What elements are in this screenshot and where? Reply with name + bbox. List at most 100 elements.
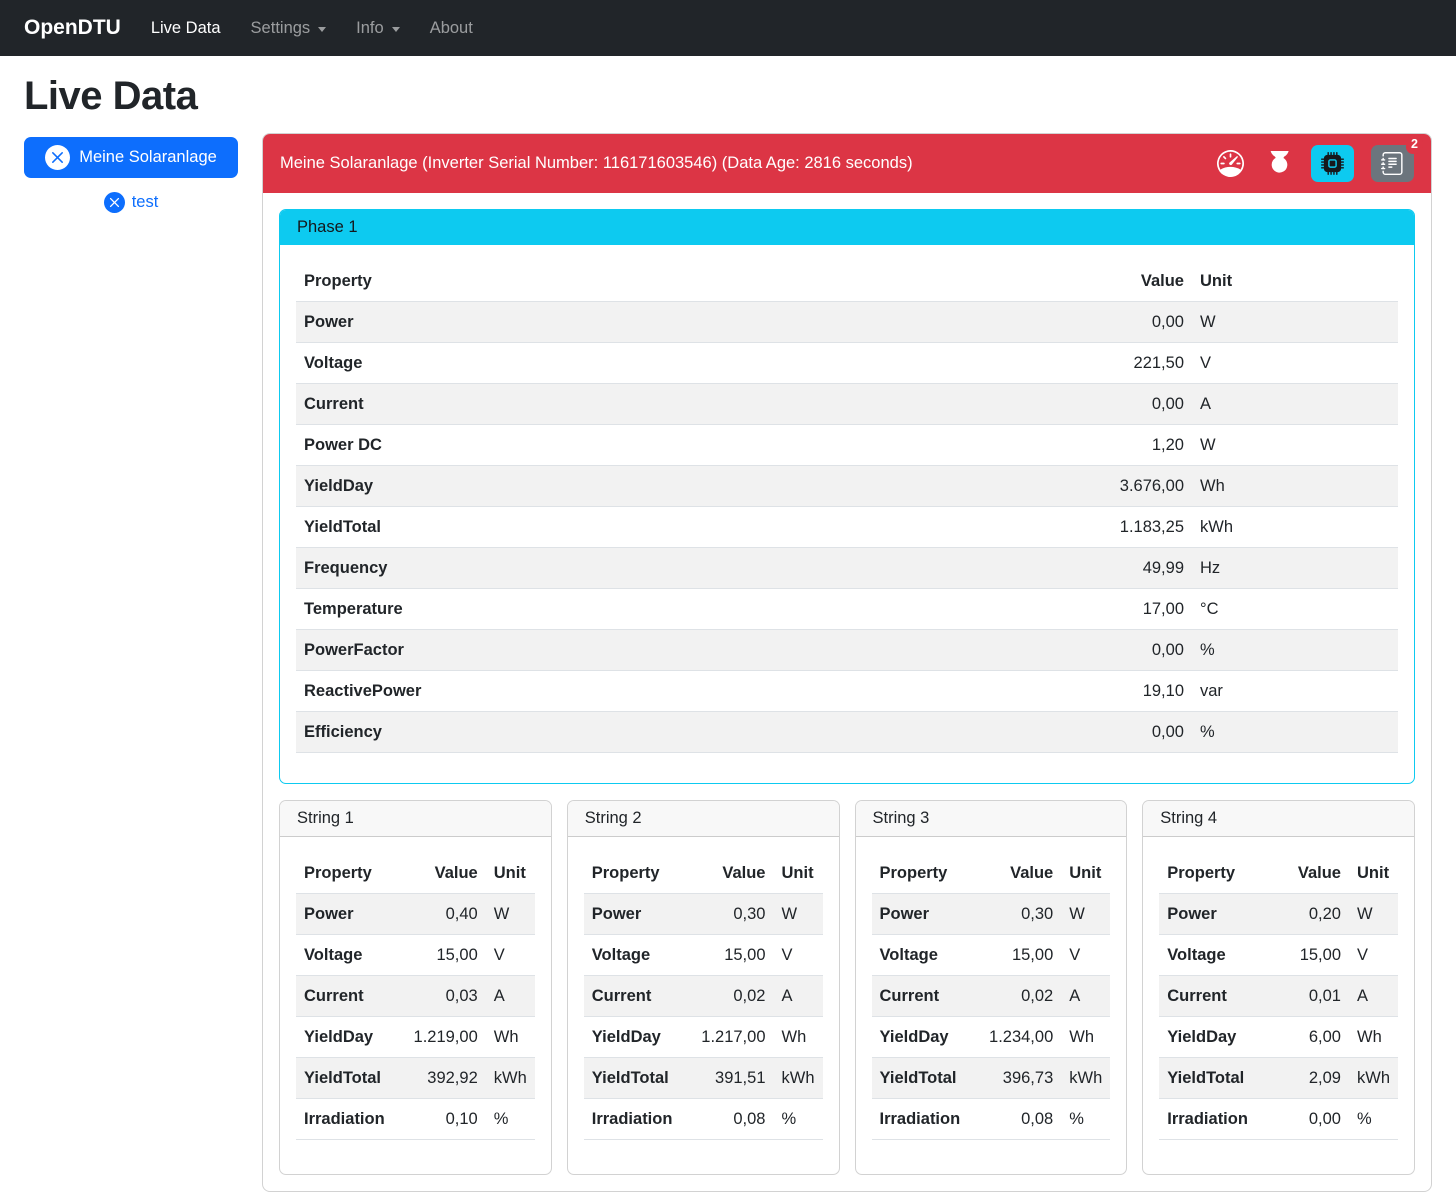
- nav-item-info[interactable]: Info: [356, 19, 400, 38]
- row-property: YieldDay: [871, 1016, 982, 1058]
- row-property: YieldDay: [583, 1016, 694, 1058]
- row-value: 0,00: [1060, 711, 1192, 753]
- x-circle-fill-icon: [45, 145, 71, 170]
- column-header-property: Property: [583, 853, 694, 894]
- row-unit: V: [1061, 934, 1111, 976]
- row-value: 0,30: [693, 893, 774, 935]
- row-value: 1.217,00: [693, 1016, 774, 1058]
- row-unit: Wh: [1349, 1016, 1398, 1058]
- table-header-row: Property Value Unit: [296, 261, 1398, 302]
- row-unit: %: [773, 1098, 823, 1140]
- string-card-title: String 1: [280, 801, 551, 837]
- table-row: YieldTotal 396,73 kWh: [871, 1057, 1111, 1099]
- event-count-badge: 2: [1406, 135, 1423, 154]
- string-card-title: String 2: [567, 801, 839, 837]
- row-value: 221,50: [1060, 342, 1192, 384]
- row-property: YieldTotal: [1159, 1057, 1269, 1099]
- row-value: 0,00: [1060, 301, 1192, 343]
- row-property: Current: [296, 383, 1060, 425]
- device-info-button[interactable]: [1311, 145, 1354, 182]
- table-header-row: Property Value Unit: [583, 853, 823, 894]
- table-row: YieldTotal 392,92 kWh: [296, 1057, 535, 1099]
- event-log-button[interactable]: 2: [1371, 135, 1423, 182]
- phase-card-title: Phase 1: [280, 210, 1414, 245]
- table-row: Current 0,02 A: [583, 975, 823, 1017]
- nav-item-label: Settings: [250, 18, 311, 37]
- table-row: YieldDay 3.676,00 Wh: [296, 465, 1398, 507]
- table-row: Power 0,40 W: [296, 893, 535, 935]
- limit-settings-button[interactable]: [1213, 146, 1248, 181]
- column-header-value: Value: [1060, 261, 1192, 302]
- table-row: YieldTotal 1.183,25 kWh: [296, 506, 1398, 548]
- row-property: Voltage: [296, 342, 1060, 384]
- row-value: 0,02: [981, 975, 1062, 1017]
- chevron-down-icon: [391, 26, 400, 32]
- table-row: Irradiation 0,08%: [583, 1098, 823, 1140]
- column-header-property: Property: [296, 853, 406, 894]
- row-value: 0,01: [1269, 975, 1349, 1017]
- table-row: Frequency 49,99 Hz: [296, 547, 1398, 589]
- main-panel: Meine Solaranlage (Inverter Serial Numbe…: [262, 133, 1432, 1192]
- row-value: 0,08: [981, 1098, 1062, 1140]
- nav-item-settings[interactable]: Settings: [251, 19, 327, 38]
- row-unit: V: [1192, 342, 1398, 384]
- table-header-row: Property Value Unit: [296, 853, 535, 894]
- row-property: Voltage: [296, 934, 406, 976]
- table-row: Power DC 1,20 W: [296, 424, 1398, 466]
- inverter-card: Meine Solaranlage (Inverter Serial Numbe…: [262, 133, 1432, 1192]
- row-value: 0,00: [1060, 629, 1192, 671]
- nav-item-label: Info: [356, 18, 384, 37]
- string-table-4: Property Value Unit Power 0,20 W Voltage 15,…: [1159, 853, 1398, 1140]
- row-property: YieldDay: [296, 1016, 406, 1058]
- column-header-property: Property: [871, 853, 982, 894]
- row-value: 0,03: [405, 975, 486, 1017]
- row-value: 3.676,00: [1060, 465, 1192, 507]
- row-property: YieldDay: [1159, 1016, 1269, 1058]
- table-row: Current 0,03 A: [296, 975, 535, 1017]
- nav-item-label: About: [429, 18, 473, 37]
- row-unit: kWh: [1061, 1057, 1111, 1099]
- row-property: Irradiation: [296, 1098, 406, 1140]
- table-row: Irradiation 0,08%: [871, 1098, 1111, 1140]
- table-row: YieldDay 1.234,00 Wh: [871, 1016, 1111, 1058]
- chevron-down-icon: [318, 26, 327, 32]
- row-value: 0,02: [693, 975, 774, 1017]
- inverter-select-button-meine-solaranlage[interactable]: Meine Solaranlage: [24, 137, 238, 178]
- row-unit: °C: [1192, 588, 1398, 630]
- row-value: 0,40: [405, 893, 486, 935]
- row-property: Voltage: [583, 934, 694, 976]
- row-property: Irradiation: [871, 1098, 982, 1140]
- column-header-unit: Unit: [1061, 853, 1111, 894]
- inverter-card-title: Meine Solaranlage (Inverter Serial Numbe…: [280, 154, 913, 172]
- row-unit: %: [1192, 629, 1398, 671]
- inverter-toolbar: 2: [1213, 135, 1423, 182]
- strings-row: String 1 Property Value Unit: [279, 800, 1415, 1175]
- nav-item-about[interactable]: About: [430, 19, 473, 38]
- row-unit: V: [773, 934, 823, 976]
- row-value: 49,99: [1060, 547, 1192, 589]
- row-property: Irradiation: [583, 1098, 694, 1140]
- string-card-4: String 4 Property Value Unit: [1142, 800, 1415, 1175]
- row-unit: Hz: [1192, 547, 1398, 589]
- row-unit: kWh: [1192, 506, 1398, 548]
- row-unit: Wh: [485, 1016, 535, 1058]
- nav-item-live-data[interactable]: Live Data: [151, 19, 221, 38]
- table-row: YieldDay 1.217,00 Wh: [583, 1016, 823, 1058]
- row-property: Current: [296, 975, 406, 1017]
- row-value: 17,00: [1060, 588, 1192, 630]
- brand-logo[interactable]: OpenDTU: [24, 16, 121, 39]
- string-card-3: String 3 Property Value Unit: [854, 800, 1128, 1175]
- row-unit: var: [1192, 670, 1398, 712]
- row-property: YieldDay: [296, 465, 1060, 507]
- row-value: 1.183,25: [1060, 506, 1192, 548]
- string-card-title: String 4: [1143, 801, 1414, 837]
- inverter-select-button-test[interactable]: test: [24, 192, 238, 213]
- power-toggle-button[interactable]: [1263, 147, 1296, 180]
- top-navbar: OpenDTU Live Data Settings Info About: [0, 0, 1456, 56]
- column-header-value: Value: [693, 853, 774, 894]
- table-row: PowerFactor 0,00%: [296, 629, 1398, 671]
- row-value: 15,00: [405, 934, 486, 976]
- page-content: Live Data Meine Solaranlage test Meine S…: [0, 56, 1456, 1192]
- row-unit: A: [773, 975, 823, 1017]
- row-unit: A: [1192, 383, 1398, 425]
